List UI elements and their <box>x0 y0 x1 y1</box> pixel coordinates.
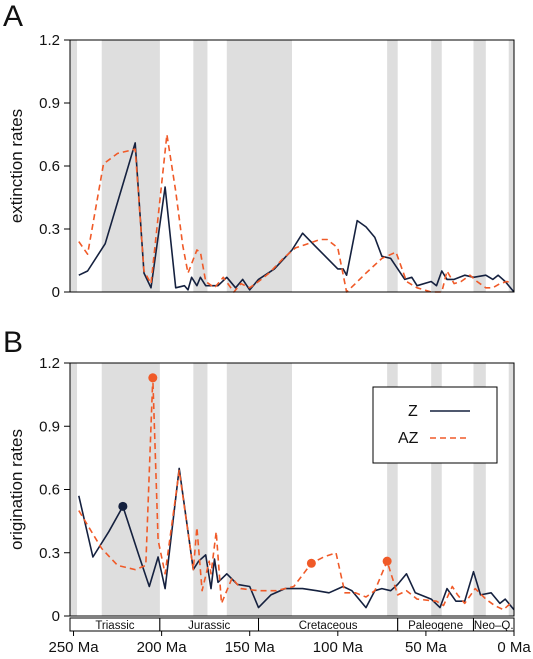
stage-band-5 <box>431 40 442 292</box>
highlight-point-az <box>306 558 316 568</box>
stage-band-0 <box>70 363 78 616</box>
highlight-point-az <box>148 373 158 383</box>
stage-band-1 <box>101 363 160 616</box>
series-line-z <box>78 142 515 293</box>
legend: Z AZ <box>372 386 498 464</box>
y-tick-label: 0 <box>52 608 60 625</box>
stage-shading <box>70 40 514 292</box>
y-tick-label: 0.3 <box>39 545 60 562</box>
y-tick-label: 0.6 <box>39 158 60 175</box>
stage-band-2 <box>193 40 208 292</box>
highlight-point-z <box>118 501 128 511</box>
x-tick-label: 200 Ma <box>137 639 188 656</box>
stage-band-3 <box>226 363 292 616</box>
x-tick-label: 0 Ma <box>497 639 531 656</box>
panel-letter-a: A <box>3 0 23 33</box>
y-axis-label: origination rates <box>7 429 26 550</box>
stage-band-6 <box>473 40 486 292</box>
stage-band-3 <box>226 40 292 292</box>
x-tick-label: 50 Ma <box>405 639 447 656</box>
period-label-paleogene: Paleogene <box>408 620 463 632</box>
period-label-cretaceous: Cretaceous <box>299 620 358 632</box>
stage-shading <box>70 363 514 616</box>
x-axis: 250 Ma 200 Ma 150 Ma 100 Ma 50 Ma 0 Ma <box>49 631 531 656</box>
highlight-point-az <box>382 556 392 566</box>
stage-band-5 <box>431 363 442 616</box>
y-axis: 0 0.3 0.6 0.9 1.2 <box>39 355 70 625</box>
y-tick-label: 1.2 <box>39 32 60 49</box>
y-axis: 0 0.3 0.6 0.9 1.2 <box>39 32 70 301</box>
stage-band-1 <box>101 40 160 292</box>
y-axis-label: extinction rates <box>7 109 26 223</box>
period-box-neo-q <box>472 617 515 632</box>
y-tick-label: 1.2 <box>39 355 60 372</box>
origination-rates-panel: 0 0.3 0.6 0.9 1.2 origination rates Triassic… <box>7 355 531 656</box>
panel-letter-b: B <box>3 326 23 359</box>
legend-label-z: Z <box>408 403 418 420</box>
stage-band-4 <box>387 40 398 292</box>
series-layer <box>78 373 515 611</box>
x-tick-label: 100 Ma <box>313 639 364 656</box>
stage-band-7 <box>508 363 514 616</box>
stage-band-7 <box>508 40 514 292</box>
period-strip: Triassic Jurassic Cretaceous Paleogene Neo–Q… <box>69 617 515 632</box>
x-tick-label: 150 Ma <box>225 639 276 656</box>
series-line-az <box>78 376 512 611</box>
y-tick-label: 0.6 <box>39 482 60 499</box>
y-tick-label: 0.9 <box>39 95 60 112</box>
stage-band-4 <box>387 363 398 616</box>
y-tick-label: 0 <box>52 284 60 301</box>
extinction-rates-panel: 0 0.3 0.6 0.9 1.2 extinction rates <box>7 32 515 301</box>
y-tick-label: 0.9 <box>39 418 60 435</box>
stage-band-0 <box>70 40 78 292</box>
x-tick-label: 250 Ma <box>49 639 100 656</box>
period-label-jurassic: Jurassic <box>188 620 230 632</box>
legend-label-az: AZ <box>398 430 419 447</box>
series-layer <box>78 133 515 293</box>
period-label-neo-q: Neo–Q. <box>474 620 514 632</box>
stage-band-2 <box>193 363 208 616</box>
series-line-z <box>78 467 515 611</box>
legend-box <box>372 386 498 464</box>
period-label-triassic: Triassic <box>95 620 134 632</box>
y-tick-label: 0.3 <box>39 221 60 238</box>
